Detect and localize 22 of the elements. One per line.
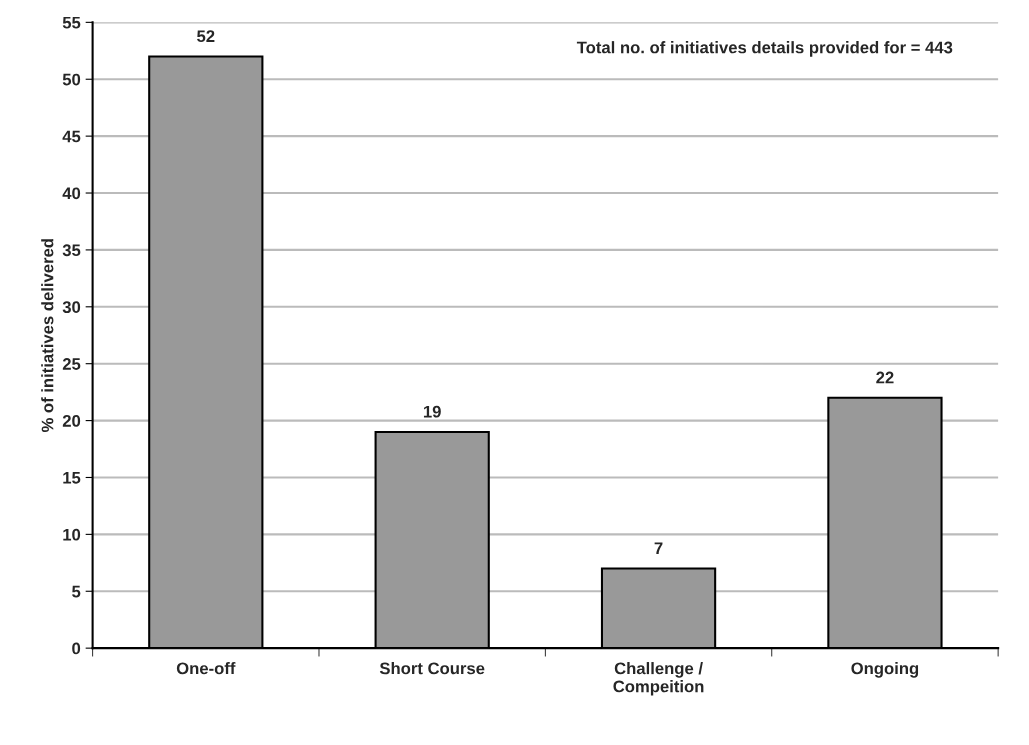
y-tick-label: 50 bbox=[62, 73, 81, 86]
annotation: Total no. of initiatives details provided for = 443 bbox=[576, 41, 953, 57]
y-tick-label: 15 bbox=[63, 472, 81, 484]
y-tick-label: 0 bbox=[72, 642, 81, 655]
y-tick-label: 30 bbox=[62, 301, 81, 314]
data-label: 22 bbox=[876, 371, 894, 384]
y-tick-label: 20 bbox=[62, 414, 81, 427]
data-label: 19 bbox=[423, 405, 441, 418]
x-tick-label: Short Course bbox=[379, 662, 485, 675]
y-tick-label: 40 bbox=[62, 187, 81, 200]
y-tick-label: 10 bbox=[63, 528, 81, 541]
y-axis-title: % of initiatives delivered bbox=[41, 239, 54, 433]
x-tick-label: One-off bbox=[176, 662, 236, 675]
y-tick-label: 5 bbox=[72, 585, 81, 598]
y-tick-label: 45 bbox=[62, 130, 81, 143]
data-label: 7 bbox=[654, 542, 663, 554]
x-tick-label: Ongoing bbox=[851, 662, 919, 678]
y-tick-label: 35 bbox=[62, 244, 81, 257]
x-tick-label: Challenge / Compeition bbox=[613, 662, 704, 696]
y-tick-label: 25 bbox=[62, 358, 81, 370]
data-label: 52 bbox=[197, 30, 215, 43]
y-tick-label: 55 bbox=[62, 16, 81, 29]
